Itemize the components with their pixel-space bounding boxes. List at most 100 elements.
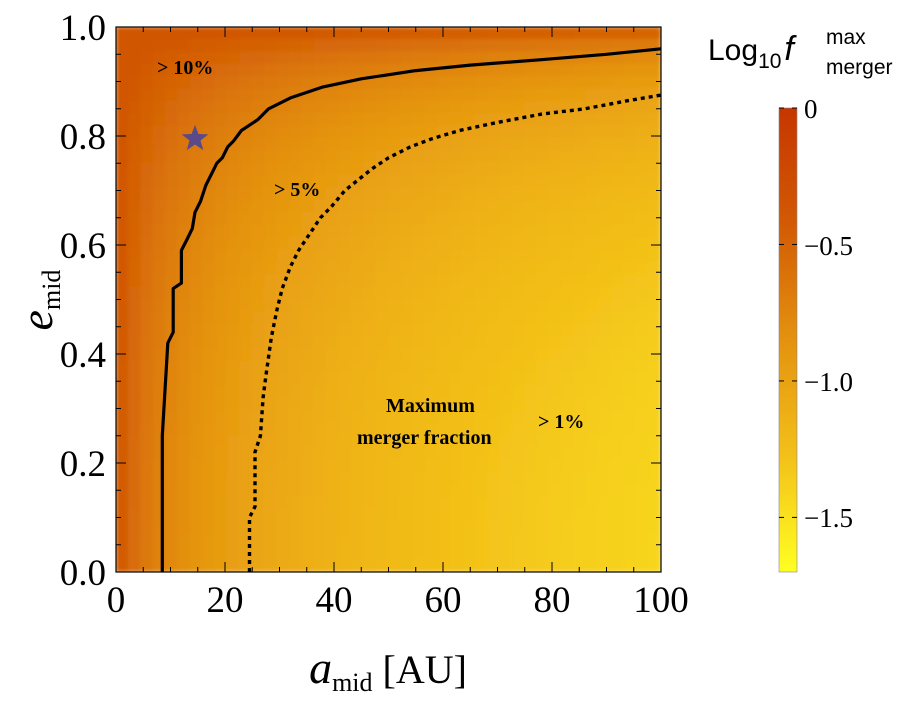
heatmap-cell — [499, 249, 513, 263]
heatmap-cell — [350, 546, 365, 561]
heatmap-cell — [276, 497, 290, 511]
heatmap-cell — [116, 27, 129, 40]
heatmap-cell — [226, 286, 241, 300]
heatmap-cell — [288, 385, 303, 400]
heatmap-cell — [326, 100, 340, 115]
heatmap-cell — [412, 484, 427, 499]
heatmap-cell — [116, 435, 129, 449]
heatmap-cell — [116, 447, 129, 462]
heatmap-cell — [338, 484, 352, 499]
heatmap-cell — [610, 249, 625, 263]
heatmap-cell — [573, 323, 588, 338]
heatmap-cell — [152, 311, 167, 325]
heatmap-cell — [276, 113, 290, 127]
heatmap-cell — [610, 348, 625, 362]
heatmap-cell — [536, 385, 551, 400]
heatmap-cell — [536, 509, 551, 523]
heatmap-cell — [598, 559, 612, 572]
heatmap-cell — [586, 63, 600, 78]
heatmap-cell — [437, 100, 451, 115]
heatmap-cell — [536, 299, 551, 313]
heatmap-cell — [487, 63, 501, 78]
heatmap-cell — [412, 521, 427, 536]
heatmap-cell — [462, 249, 476, 263]
heatmap-cell — [536, 336, 551, 350]
heatmap-cell — [487, 360, 501, 375]
heatmap-cell — [388, 435, 402, 449]
heatmap-cell — [412, 373, 427, 387]
heatmap-cell — [214, 497, 228, 511]
heatmap-cell — [313, 274, 328, 288]
heatmap-cell — [116, 460, 129, 474]
heatmap-cell — [400, 521, 414, 536]
heatmap-cell — [474, 38, 489, 53]
heatmap-cell — [152, 261, 167, 276]
heatmap-cell — [462, 51, 476, 65]
heatmap-cell — [326, 113, 340, 127]
heatmap-cell — [214, 546, 228, 561]
heatmap-cell — [152, 88, 167, 102]
heatmap-cell — [586, 224, 600, 239]
y-tick-label: 0.4 — [60, 335, 106, 376]
heatmap-cell — [226, 274, 241, 288]
heatmap-cell — [264, 150, 278, 164]
heatmap-cell — [189, 534, 204, 548]
heatmap-cell — [536, 546, 551, 561]
heatmap-cell — [251, 249, 266, 263]
heatmap-cell — [177, 373, 191, 387]
heatmap-cell — [635, 113, 650, 127]
colorbar-tick-label: 0 — [804, 94, 818, 124]
heatmap-cell — [400, 100, 414, 115]
heatmap-cell — [152, 534, 167, 548]
heatmap-cell — [623, 27, 637, 40]
heatmap-cell — [338, 212, 352, 226]
heatmap-cell — [177, 410, 191, 424]
heatmap-cell — [140, 249, 154, 263]
heatmap-cell — [276, 125, 290, 139]
heatmap-cell — [635, 261, 650, 276]
heatmap-cell — [127, 336, 142, 350]
heatmap-cell — [549, 422, 563, 437]
heatmap-cell — [127, 125, 142, 139]
heatmap-cell — [549, 509, 563, 523]
heatmap-cell — [152, 125, 167, 139]
heatmap-cell — [152, 162, 167, 177]
heatmap-cell — [239, 137, 253, 152]
heatmap-cell — [462, 534, 476, 548]
heatmap-cell — [116, 249, 129, 263]
heatmap-cell — [116, 534, 129, 548]
heatmap-cell — [400, 311, 414, 325]
heatmap-cell — [425, 237, 439, 251]
heatmap-cell — [561, 484, 575, 499]
heatmap-cell — [549, 484, 563, 499]
heatmap-cell — [251, 100, 266, 115]
heatmap-cell — [165, 546, 179, 561]
heatmap-cell — [474, 113, 489, 127]
heatmap-cell — [276, 212, 290, 226]
heatmap-cell — [511, 348, 526, 362]
heatmap-cell — [635, 88, 650, 102]
heatmap-cell — [623, 249, 637, 263]
heatmap-cell — [363, 546, 377, 561]
heatmap-cell — [437, 311, 451, 325]
heatmap-cell — [499, 88, 513, 102]
heatmap-cell — [288, 534, 303, 548]
heatmap-cell — [388, 336, 402, 350]
heatmap-cell — [487, 286, 501, 300]
heatmap-cell — [202, 373, 216, 387]
heatmap-cell — [313, 435, 328, 449]
heatmap-cell — [586, 497, 600, 511]
heatmap-cell — [623, 348, 637, 362]
heatmap-cell — [363, 63, 377, 78]
heatmap-cell — [437, 286, 451, 300]
heatmap-cell — [214, 199, 228, 214]
heatmap-cell — [127, 249, 142, 263]
heatmap-cell — [561, 125, 575, 139]
heatmap-cell — [177, 348, 191, 362]
heatmap-cell — [214, 509, 228, 523]
heatmap-cell — [127, 422, 142, 437]
heatmap-cell — [226, 559, 241, 572]
heatmap-cell — [623, 63, 637, 78]
heatmap-cell — [363, 212, 377, 226]
heatmap-cell — [350, 323, 365, 338]
